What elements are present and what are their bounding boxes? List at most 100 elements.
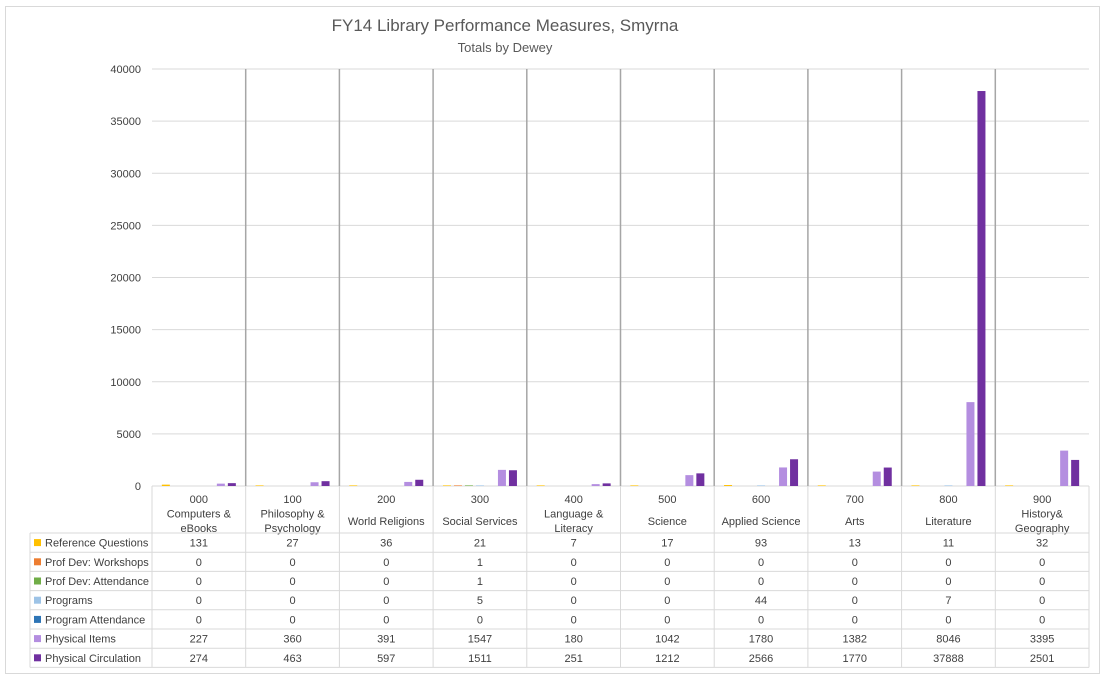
bar-reference-questions — [1005, 485, 1014, 486]
data-label: 1382 — [843, 634, 867, 646]
data-label: 1 — [477, 557, 483, 569]
data-label: 0 — [289, 557, 295, 569]
y-tick-label: 20000 — [110, 273, 141, 285]
data-label: 7 — [945, 595, 951, 607]
data-label: 2566 — [749, 653, 773, 665]
data-label: 0 — [758, 557, 764, 569]
category-label: Computers & — [167, 509, 232, 521]
data-label: 0 — [852, 595, 858, 607]
data-label: 2501 — [1030, 653, 1054, 665]
bar-physical-items — [779, 467, 788, 486]
category-label: 800 — [939, 494, 957, 506]
category-label: 300 — [471, 494, 489, 506]
category-label: 200 — [377, 494, 395, 506]
data-label: 8046 — [936, 634, 960, 646]
y-tick-label: 30000 — [110, 168, 141, 180]
bar-physical-circulation — [883, 467, 892, 486]
category-label: 100 — [283, 494, 301, 506]
data-label: 0 — [571, 595, 577, 607]
category-label: 600 — [752, 494, 770, 506]
data-label: 1770 — [843, 653, 867, 665]
data-label: 131 — [190, 538, 208, 550]
data-label: 44 — [755, 595, 767, 607]
data-label: 0 — [1039, 614, 1045, 626]
data-label: 0 — [852, 576, 858, 588]
bar-reference-questions — [349, 485, 358, 486]
data-label: 0 — [945, 557, 951, 569]
bar-prof-dev-workshops — [453, 485, 462, 486]
data-label: 0 — [571, 576, 577, 588]
data-label: 0 — [664, 557, 670, 569]
series-name: Program Attendance — [45, 614, 145, 626]
bar-prof-dev-attendance — [464, 485, 473, 486]
data-label: 37888 — [933, 653, 964, 665]
data-label: 21 — [474, 538, 486, 550]
data-label: 391 — [377, 634, 395, 646]
category-label: eBooks — [180, 523, 217, 535]
y-tick-label: 15000 — [110, 325, 141, 337]
data-label: 180 — [564, 634, 582, 646]
data-label: 463 — [283, 653, 301, 665]
category-label: Literature — [925, 516, 971, 528]
data-label: 0 — [945, 576, 951, 588]
data-label: 93 — [755, 538, 767, 550]
series-name: Physical Items — [45, 634, 116, 646]
data-label: 7 — [571, 538, 577, 550]
y-tick-label: 5000 — [117, 429, 141, 441]
data-label: 360 — [283, 634, 301, 646]
legend-key — [34, 577, 41, 585]
series-name: Reference Questions — [45, 538, 149, 550]
category-label: 900 — [1033, 494, 1051, 506]
data-label: 17 — [661, 538, 673, 550]
legend-key — [34, 596, 41, 604]
data-label: 36 — [380, 538, 392, 550]
data-label: 0 — [383, 614, 389, 626]
data-label: 0 — [196, 576, 202, 588]
chart-subtitle: Totals by Dewey — [457, 40, 553, 55]
bar-reference-questions — [255, 485, 264, 486]
bar-physical-items — [685, 475, 694, 486]
data-label: 0 — [289, 576, 295, 588]
category-label: Arts — [845, 516, 865, 528]
category-label: 400 — [564, 494, 582, 506]
data-label: 0 — [196, 614, 202, 626]
data-label: 32 — [1036, 538, 1048, 550]
bar-physical-circulation — [602, 483, 611, 486]
legend-key — [34, 539, 41, 547]
bar-physical-circulation — [1071, 459, 1080, 486]
bar-physical-items — [1060, 450, 1069, 486]
data-label: 0 — [852, 557, 858, 569]
category-label: 000 — [190, 494, 208, 506]
y-tick-label: 10000 — [110, 377, 141, 389]
data-label: 0 — [852, 614, 858, 626]
data-label: 0 — [196, 595, 202, 607]
data-label: 1547 — [468, 634, 492, 646]
data-label: 0 — [664, 576, 670, 588]
data-label: 0 — [1039, 595, 1045, 607]
series-name: Programs — [45, 595, 93, 607]
category-label: 700 — [846, 494, 864, 506]
chart-frame — [5, 6, 1100, 674]
y-tick-label: 0 — [135, 481, 141, 493]
data-label: 0 — [289, 614, 295, 626]
bar-physical-items — [216, 483, 225, 486]
bar-reference-questions — [442, 485, 451, 486]
data-label: 1212 — [655, 653, 679, 665]
data-label: 0 — [1039, 576, 1045, 588]
data-label: 0 — [477, 614, 483, 626]
data-label: 1780 — [749, 634, 773, 646]
series-name: Physical Circulation — [45, 653, 141, 665]
category-label: 500 — [658, 494, 676, 506]
bar-physical-circulation — [696, 473, 705, 486]
data-label: 0 — [758, 614, 764, 626]
data-label: 0 — [383, 576, 389, 588]
series-name: Prof Dev: Workshops — [45, 557, 149, 569]
bar-physical-items — [310, 482, 319, 486]
bar-physical-items — [404, 481, 413, 486]
bar-reference-questions — [161, 484, 170, 486]
bar-programs — [475, 485, 484, 486]
category-label: Geography — [1015, 523, 1070, 535]
bar-physical-items — [591, 484, 600, 486]
bar-physical-circulation — [977, 91, 986, 486]
category-label: Philosophy & — [260, 509, 325, 521]
